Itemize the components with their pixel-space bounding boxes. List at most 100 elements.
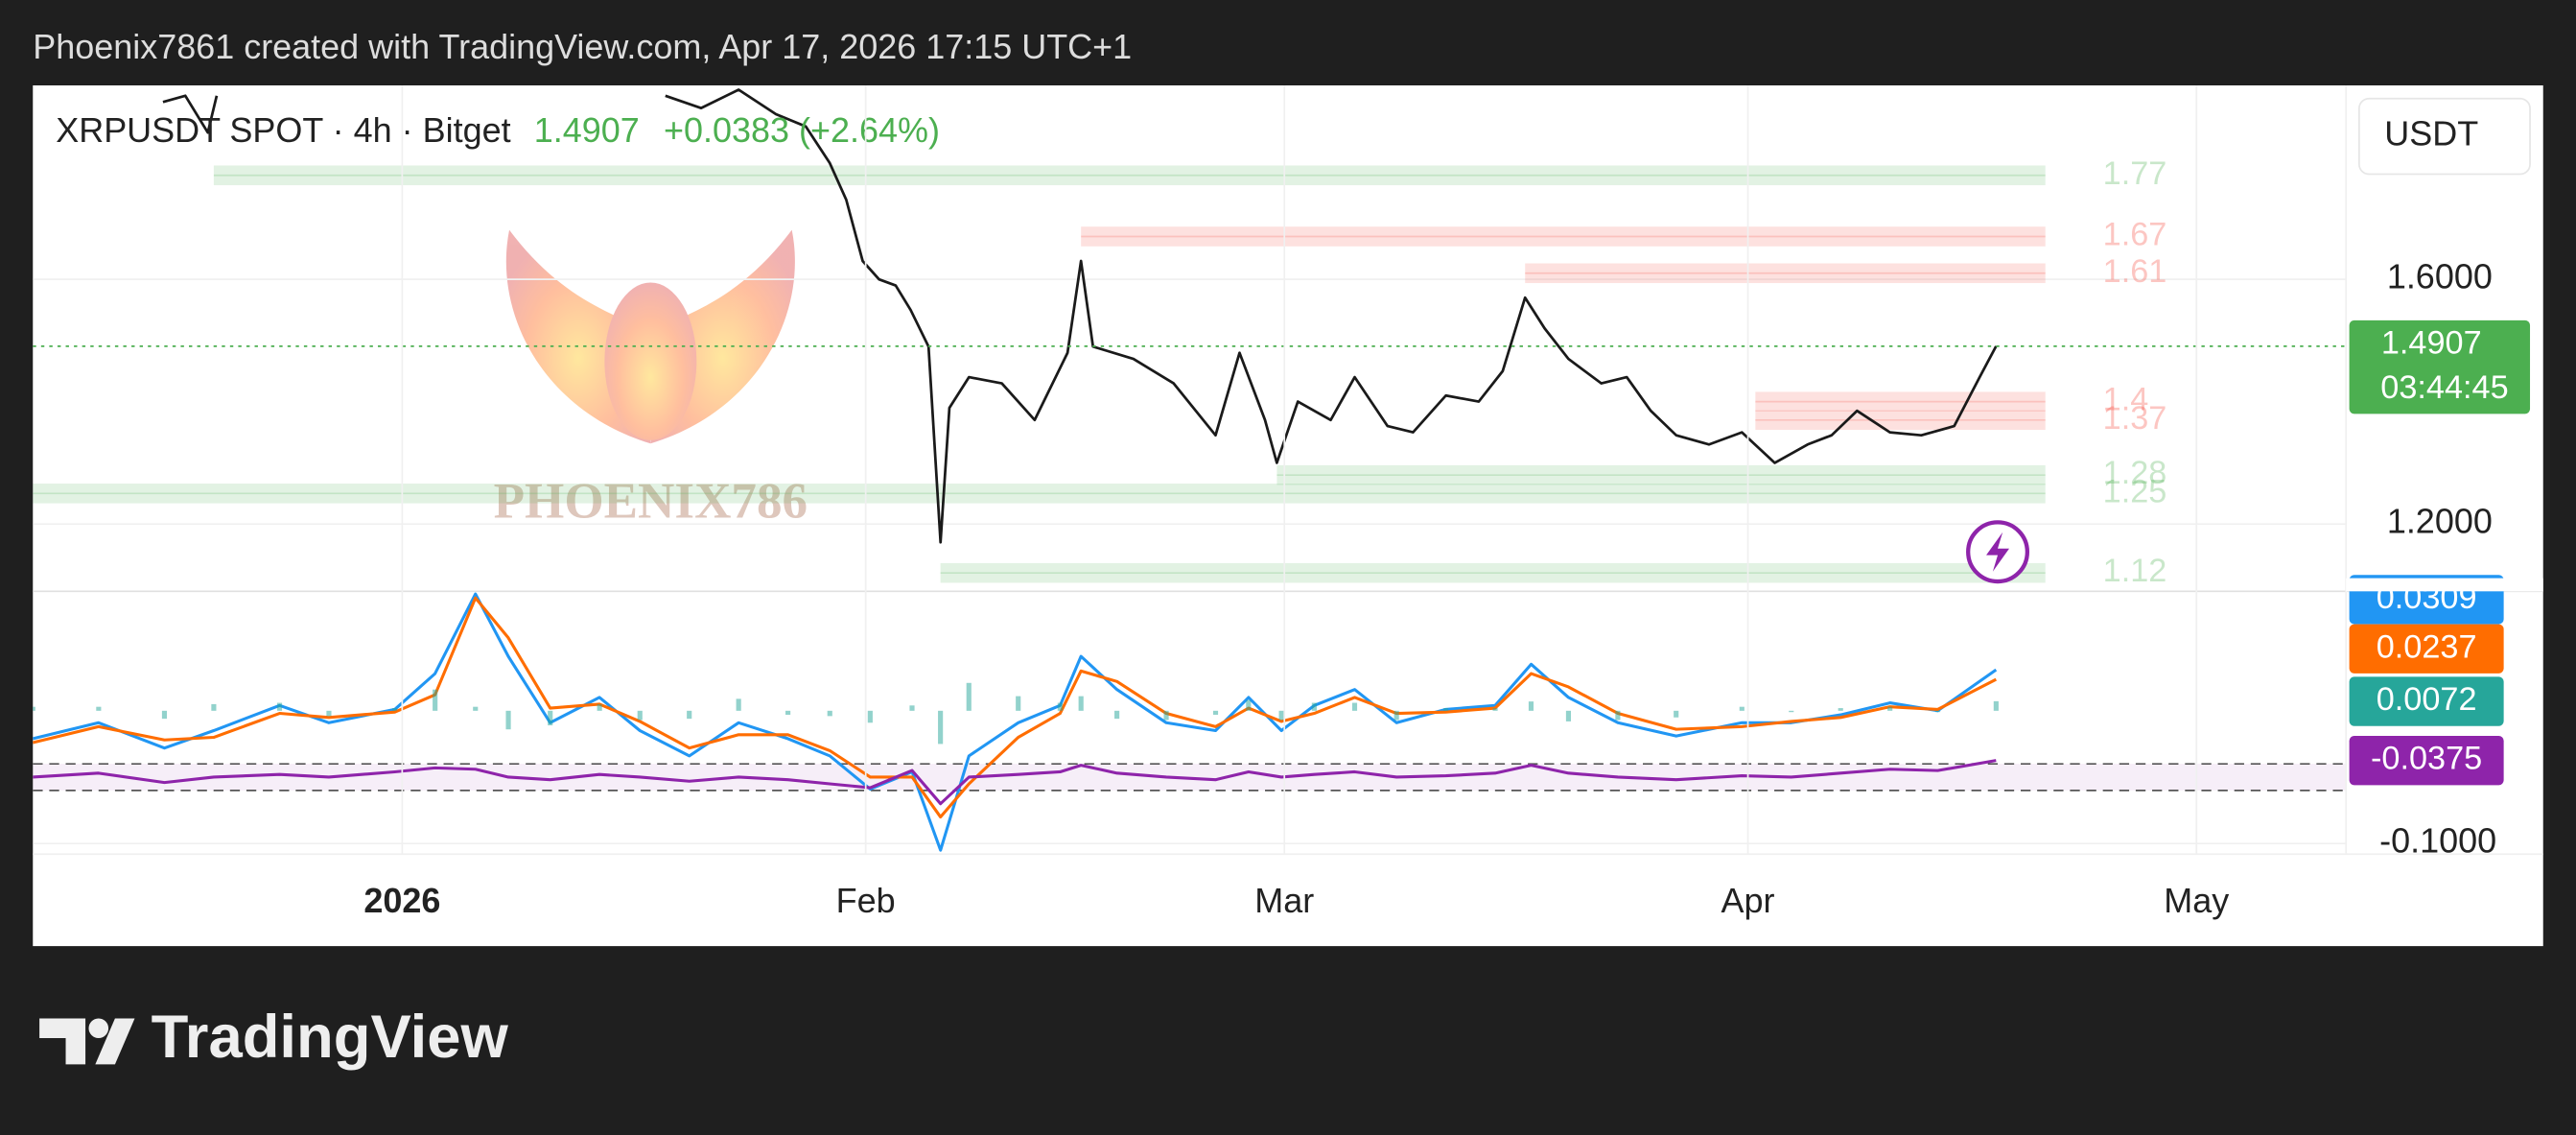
histogram-bar <box>391 708 398 711</box>
indicator-badge-value: -0.0375 <box>2371 741 2482 777</box>
histogram-bar <box>1212 710 1219 715</box>
histogram-bar <box>326 710 332 717</box>
histogram-bar <box>1351 702 1358 711</box>
histogram-bar <box>1311 702 1317 711</box>
level-label: 1.12 <box>2103 553 2167 589</box>
series-line <box>33 592 1998 852</box>
histogram-bar <box>938 710 944 745</box>
logo-text: TradingView <box>152 1004 509 1071</box>
indicator-badge-value: 0.0072 <box>2377 681 2477 718</box>
histogram-bar <box>1492 708 1498 711</box>
chart-area <box>33 85 2543 947</box>
level-label: 1.4 <box>2103 382 2149 418</box>
histogram-bar <box>1393 710 1399 721</box>
series-line <box>33 759 1997 806</box>
price-pane: 1.77 1.671.61 1.41.37 1.281.25 1.12 <box>33 88 2347 589</box>
level-label: 1.77 <box>2103 155 2167 192</box>
histogram-bar <box>785 710 791 715</box>
histogram-bar <box>33 706 35 711</box>
histogram-bar <box>211 703 217 711</box>
level-label: 1.28 <box>2103 455 2167 491</box>
badge-mask <box>2346 578 2543 592</box>
x-tick-label: Apr <box>1721 881 1775 920</box>
histogram-bar <box>867 710 873 723</box>
histogram-bar <box>1615 710 1621 721</box>
histogram-bar <box>1739 706 1745 711</box>
histogram-bar <box>1789 710 1794 713</box>
level-label: 1.25 <box>2103 473 2167 509</box>
histogram-bar <box>736 698 741 711</box>
histogram-bar <box>637 710 643 721</box>
histogram-bar <box>1163 710 1169 721</box>
series-line <box>33 596 1998 819</box>
histogram-bar <box>597 703 602 711</box>
histogram-bar <box>473 706 479 711</box>
header-price: 1.4907 <box>534 110 640 150</box>
level-band <box>1525 263 2046 284</box>
level-band <box>1755 391 2046 412</box>
currency-button[interactable] <box>2358 97 2531 176</box>
icon-bolt[interactable] <box>1986 532 2010 572</box>
histogram-bar <box>1114 710 1120 720</box>
histogram-bar <box>433 689 438 711</box>
price-badge-countdown: 03:44:45 <box>2380 369 2508 406</box>
currency-label[interactable]: USDT <box>2384 114 2478 154</box>
histogram-bar <box>1278 710 1284 721</box>
price-badge <box>2349 319 2531 414</box>
histogram-bar <box>1565 710 1572 721</box>
histogram-bar <box>96 706 102 711</box>
histogram-bar <box>687 710 692 720</box>
histogram-bar <box>909 705 915 711</box>
histogram-bar <box>966 682 972 711</box>
level-label: 1.67 <box>2103 217 2167 253</box>
histogram-bar <box>1838 708 1843 711</box>
x-tick-label: 2026 <box>363 881 440 920</box>
level-band <box>33 484 2046 504</box>
histogram-bar <box>1057 702 1063 711</box>
histogram-bar <box>276 702 283 711</box>
header-change: +0.0383 (+2.64%) <box>664 110 940 150</box>
y-tick-label: 1.2000 <box>2387 502 2493 541</box>
histogram-bar <box>1443 708 1449 711</box>
x-tick-label: May <box>2164 881 2229 920</box>
level-band <box>1276 464 2046 485</box>
indicator-badge <box>2349 676 2504 726</box>
watermark-text: PHOENIX786 <box>494 473 808 529</box>
indicator-pane <box>33 592 2347 852</box>
watermark-body <box>604 282 697 440</box>
histogram-bar <box>1078 696 1084 711</box>
histogram-bar <box>1246 699 1252 711</box>
watermark: PHOENIX786 <box>494 229 808 529</box>
level-band <box>940 562 2046 583</box>
indicator-badge <box>2349 624 2504 674</box>
indicator-badge-value: 0.0237 <box>2377 628 2477 665</box>
histogram-bar <box>1934 710 1941 713</box>
level-band <box>213 165 2046 186</box>
header-text: Phoenix7861 created with TradingView.com… <box>33 27 1132 66</box>
indicator-badge <box>2349 735 2504 786</box>
lightning-icon[interactable] <box>1966 520 2029 584</box>
y-tick-label: -0.1000 <box>2379 821 2496 861</box>
histogram-bar <box>505 710 511 730</box>
histogram-bar <box>1674 710 1679 718</box>
logo-dot <box>88 1018 109 1038</box>
histogram-bar <box>1993 700 1999 711</box>
symbol-info: XRPUSDT SPOT · 4h · Bitget <box>56 110 510 150</box>
histogram-bar <box>1887 706 1893 711</box>
level-label: 1.37 <box>2103 400 2167 437</box>
histogram-bar <box>827 710 832 717</box>
x-tick-label: Feb <box>836 881 896 920</box>
x-tick-label: Mar <box>1254 881 1314 920</box>
level-band <box>1081 226 2046 247</box>
histogram-bar <box>1016 696 1021 711</box>
y-tick-label: 1.6000 <box>2387 257 2493 296</box>
logo-t <box>39 1018 86 1065</box>
level-label: 1.61 <box>2103 253 2167 290</box>
price-badge-value: 1.4907 <box>2381 325 2482 362</box>
histogram-bar <box>161 710 168 720</box>
histogram-bar <box>1528 701 1534 711</box>
level-band <box>1755 410 2046 431</box>
logo-slash <box>95 1018 135 1065</box>
footer-logo: TradingView <box>39 1004 508 1071</box>
